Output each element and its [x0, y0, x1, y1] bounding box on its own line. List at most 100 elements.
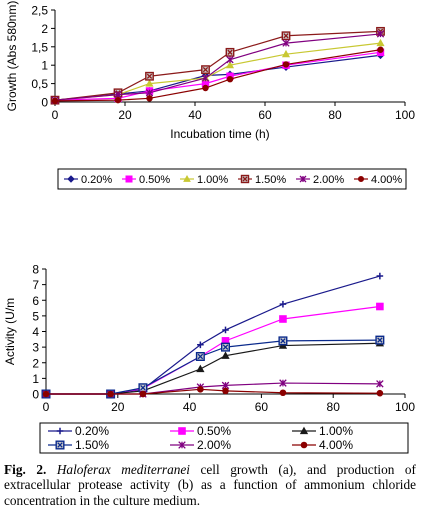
series-line [46, 275, 381, 395]
legend-item: 0.20% [64, 174, 112, 186]
data-point [145, 79, 154, 87]
marker-cross [283, 33, 289, 39]
data-point [375, 335, 385, 345]
marker-cross [280, 338, 286, 344]
data-point [114, 90, 122, 99]
legend: 0.20% 0.50% 1.00% 1.50% 2.00% 4.00% [39, 422, 409, 454]
x-tick-label: 20 [118, 108, 132, 122]
legend-label: 0.20% [75, 424, 109, 438]
legend-item: 4.00% [354, 174, 402, 186]
legend-item: 2.00% [296, 174, 344, 186]
y-tick-label: 7 [32, 278, 39, 292]
data-point [376, 380, 384, 388]
legend-marker [178, 441, 186, 449]
y-tick-label: 8 [32, 263, 39, 277]
marker-cross [227, 49, 233, 55]
data-point [281, 49, 291, 58]
figure-caption: Fig. 2. Haloferax mediterranei cell grow… [4, 462, 416, 508]
marker-cross [146, 73, 153, 79]
y-tick-label: 3 [32, 341, 39, 355]
x-tick-label: 80 [328, 108, 342, 122]
legend-marker [300, 441, 308, 449]
data-point [201, 74, 210, 82]
data-point [146, 95, 153, 102]
data-point [376, 272, 384, 280]
legend-label: 2.00% [197, 438, 231, 452]
y-tick-label: 0 [41, 96, 48, 110]
legend-marker [357, 175, 365, 183]
data-point [139, 390, 147, 398]
x-tick-label: 40 [183, 400, 197, 414]
data-point [226, 56, 234, 64]
y-tick-label: 6 [32, 294, 39, 308]
legend-label: 1.00% [197, 174, 228, 186]
marker-cross [140, 384, 146, 391]
legend-marker [178, 427, 186, 435]
x-tick-label: 60 [258, 108, 272, 122]
legend-item: 1.00% [180, 174, 228, 186]
series-line [54, 54, 381, 101]
legend-item: 0.20% [48, 424, 109, 438]
series-line [46, 382, 380, 395]
x-tick-label: 0 [52, 108, 59, 122]
legend-item: 1.50% [48, 438, 109, 452]
data-point [201, 65, 210, 75]
legend-label: 4.00% [319, 438, 353, 452]
y-tick-label: 1,5 [31, 40, 48, 54]
legend-item: 0.50% [122, 174, 170, 186]
data-point [107, 390, 114, 398]
data-point [222, 387, 229, 395]
data-point [145, 71, 154, 81]
y-tick-label: 5 [32, 309, 39, 323]
marker-cross [222, 344, 229, 350]
series-line [54, 51, 381, 101]
legend-label: 0.50% [139, 174, 170, 186]
legend-item: 1.50% [238, 174, 286, 186]
y-tick-label: 0 [32, 388, 39, 402]
legend-marker [125, 175, 133, 183]
y-tick-label: 2,5 [31, 4, 48, 18]
data-point [197, 386, 204, 393]
x-tick-label: 100 [395, 108, 415, 122]
data-point [42, 390, 50, 398]
data-point [282, 39, 290, 47]
legend-marker [183, 174, 191, 182]
data-point [278, 336, 288, 346]
data-point [279, 379, 287, 387]
data-point [197, 341, 204, 349]
legend-label: 1.50% [75, 438, 109, 452]
data-point [138, 383, 148, 393]
data-point [196, 364, 205, 373]
data-point [202, 84, 209, 92]
x-tick-label: 0 [43, 400, 50, 414]
data-point [279, 300, 287, 308]
data-point [376, 302, 384, 311]
legend-item: 4.00% [292, 438, 353, 452]
caption-label: Fig. 2. [4, 462, 47, 477]
growth-chart: 0 20 40 60 80 100 0 0,5 1 1,5 2 2,5 Incubation time … [5, 1, 415, 190]
legend-frame [39, 422, 409, 454]
x-tick-label: 20 [111, 400, 125, 414]
data-point [279, 389, 287, 397]
legend-marker [67, 175, 75, 183]
data-point [220, 342, 230, 352]
data-point [376, 30, 385, 38]
y-tick-label: 0,5 [31, 77, 48, 91]
legend-marker [55, 440, 65, 450]
legend-label: 1.00% [319, 424, 353, 438]
legend-label: 1.50% [255, 174, 286, 186]
data-point [221, 351, 230, 359]
legend-label: 4.00% [371, 174, 402, 186]
legend-marker [56, 427, 64, 435]
x-tick-label: 100 [395, 400, 415, 414]
data-point [225, 47, 235, 57]
legend-item: 1.00% [292, 424, 353, 438]
data-point [225, 60, 235, 69]
data-point [226, 75, 234, 83]
data-point [376, 38, 385, 47]
caption-text: cell growth (a), and production of extra… [4, 462, 416, 508]
x-tick-label: 60 [255, 400, 269, 414]
marker-cross [57, 442, 63, 448]
legend-marker [299, 175, 307, 183]
